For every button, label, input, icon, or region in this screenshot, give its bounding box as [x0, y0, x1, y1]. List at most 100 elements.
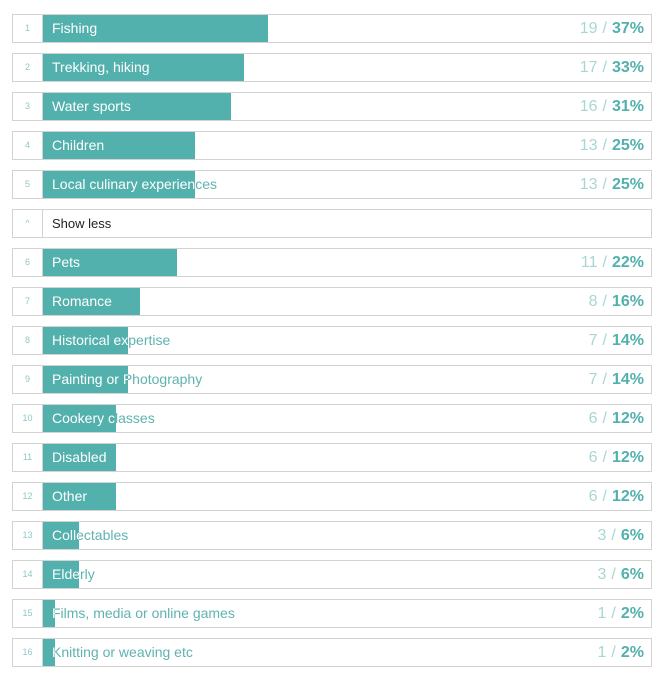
result: 7/14% — [589, 327, 644, 354]
bar-track: RomanceRomance8/16% — [43, 288, 651, 315]
result: 7/14% — [589, 366, 644, 393]
rank-number: 10 — [13, 405, 43, 432]
rank-number: 3 — [13, 93, 43, 120]
bar-track: OtherOther6/12% — [43, 483, 651, 510]
bar: Disabled — [43, 444, 116, 471]
separator: / — [602, 449, 607, 466]
result: 6/12% — [589, 483, 644, 510]
percent: 25% — [611, 176, 644, 193]
separator: / — [602, 20, 607, 37]
vote-count: 1 — [597, 644, 607, 661]
vote-count: 16 — [579, 98, 598, 115]
vote-count: 11 — [580, 254, 598, 271]
percent: 12% — [611, 488, 644, 505]
separator: / — [602, 137, 607, 154]
option-label-on-bar: Collectables — [52, 527, 79, 543]
vote-count: 19 — [579, 20, 598, 37]
separator: / — [611, 605, 616, 622]
vote-count: 17 — [579, 59, 598, 76]
option-label-on-bar: Romance — [52, 293, 112, 309]
percent: 37% — [611, 20, 644, 37]
rank-number: 16 — [13, 639, 43, 666]
vote-count: 8 — [588, 293, 598, 310]
vote-count: 6 — [588, 488, 598, 505]
percent: 31% — [611, 98, 644, 115]
option-label-on-bar: Painting or Photography — [52, 371, 129, 387]
separator: / — [602, 488, 607, 505]
bar: Cookery classes — [43, 405, 116, 432]
rank-number: 6 — [13, 249, 43, 276]
result: 16/31% — [580, 93, 644, 120]
percent: 16% — [611, 293, 644, 310]
vote-count: 7 — [588, 332, 598, 349]
vote-count: 13 — [579, 176, 598, 193]
separator: / — [611, 566, 616, 583]
result-row: 16 Knitting or weaving etcKnitting or wea… — [12, 638, 652, 667]
percent: 25% — [611, 137, 644, 154]
option-label: Knitting or weaving etc — [52, 644, 193, 660]
result-row: 12OtherOther6/12% — [12, 482, 652, 511]
option-label-on-bar: Water sports — [52, 98, 131, 114]
option-label-on-bar: Disabled — [52, 449, 107, 465]
bar: Romance — [43, 288, 141, 315]
separator: / — [602, 410, 607, 427]
option-label-on-bar: Trekking, hiking — [52, 59, 150, 75]
toggle-label: Show less — [52, 216, 112, 231]
result: 13/25% — [580, 171, 644, 198]
rank-number: 7 — [13, 288, 43, 315]
separator: / — [602, 371, 607, 388]
result: 8/16% — [589, 288, 644, 315]
vote-count: 6 — [588, 410, 598, 427]
option-label-on-bar: Films, media or online games — [52, 600, 55, 627]
rank-number: 5 — [13, 171, 43, 198]
result-row: 15 Films, media or online gamesFilms, med… — [12, 599, 652, 628]
vote-count: 1 — [597, 605, 607, 622]
bar-track: Local culinary experiencesLocal culinary… — [43, 171, 651, 198]
result: 6/12% — [589, 444, 644, 471]
bar: Other — [43, 483, 116, 510]
bar-track: ChildrenChildren13/25% — [43, 132, 651, 159]
option-label-on-bar: Pets — [52, 254, 81, 270]
option-label-on-bar: Elderly — [52, 566, 80, 582]
result: 1/2% — [598, 639, 644, 666]
bar: Fishing — [43, 15, 268, 42]
bar: Films, media or online games — [43, 600, 56, 627]
result-row: 11DisabledDisabled6/12% — [12, 443, 652, 472]
show-less-toggle[interactable]: ^ Show less — [12, 209, 652, 238]
result-row: 1FishingFishing19/37% — [12, 14, 652, 43]
percent: 33% — [611, 59, 644, 76]
bar: Water sports — [43, 93, 232, 120]
bar: Knitting or weaving etc — [43, 639, 56, 666]
percent: 22% — [611, 254, 644, 271]
bar: Children — [43, 132, 195, 159]
bar: Painting or Photography — [43, 366, 129, 393]
percent: 6% — [620, 527, 644, 544]
toggle-area: Show less — [43, 210, 651, 237]
separator: / — [611, 644, 616, 661]
rank-number: 15 — [13, 600, 43, 627]
percent: 2% — [620, 605, 644, 622]
option-label-on-bar: Local culinary experiences — [52, 176, 195, 192]
percent: 14% — [611, 332, 644, 349]
rank-number: 13 — [13, 522, 43, 549]
bar-track: DisabledDisabled6/12% — [43, 444, 651, 471]
rank-number: 2 — [13, 54, 43, 81]
separator: / — [602, 59, 607, 76]
vote-count: 13 — [579, 137, 598, 154]
bar-track: CollectablesCollectables3/6% — [43, 522, 651, 549]
bar-track: FishingFishing19/37% — [43, 15, 651, 42]
option-label: Films, media or online games — [52, 605, 235, 621]
percent: 12% — [611, 410, 644, 427]
bar: Local culinary experiences — [43, 171, 195, 198]
rank-number: 12 — [13, 483, 43, 510]
vote-count: 3 — [597, 566, 607, 583]
result: 3/6% — [598, 522, 644, 549]
option-label-on-bar: Knitting or weaving etc — [52, 639, 55, 666]
